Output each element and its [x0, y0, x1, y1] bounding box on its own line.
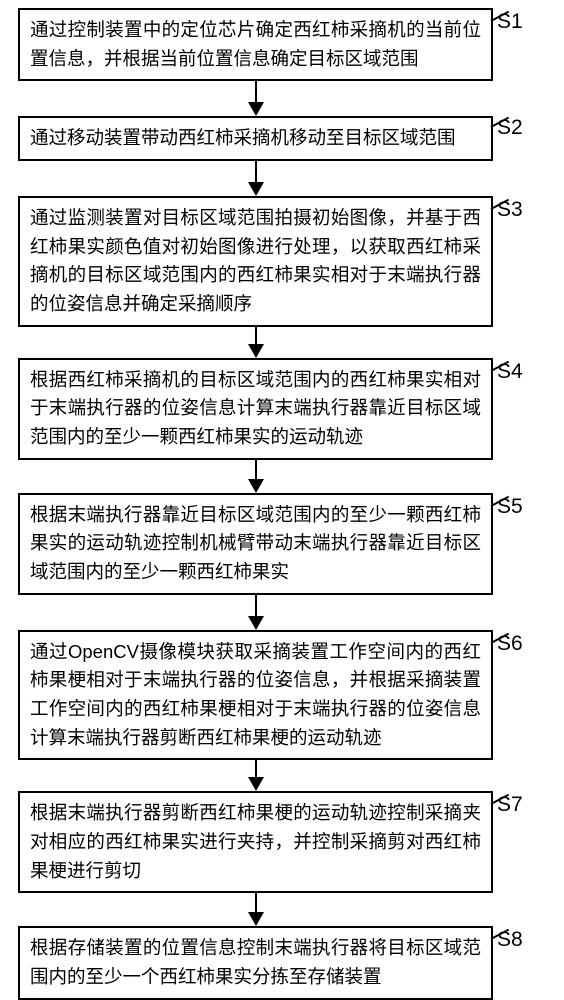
flow-step-label: S7: [497, 793, 523, 817]
flow-arrow: [18, 81, 493, 116]
flow-arrow: [18, 161, 493, 196]
arrow-shaft: [255, 161, 257, 183]
arrow-shaft: [255, 327, 257, 345]
arrow-head-icon: [248, 479, 264, 493]
arrow-shaft: [255, 760, 257, 778]
flow-step-box: 通过监测装置对目标区域范围拍摄初始图像，并基于西红柿果实颜色值对初始图像进行处理…: [18, 196, 493, 327]
arrow-head-icon: [248, 344, 264, 358]
flow-step: 根据存储装置的位置信息控制末端执行器将目标区域范围内的至少一个西红柿果实分拣至存…: [18, 926, 546, 999]
flow-arrow: [18, 327, 493, 358]
flow-step-label: S5: [497, 495, 523, 519]
flow-step-box: 通过OpenCV摄像模块获取采摘装置工作空间内的西红柿果梗相对于末端执行器的位姿…: [18, 630, 493, 761]
flow-step: 通过监测装置对目标区域范围拍摄初始图像，并基于西红柿果实颜色值对初始图像进行处理…: [18, 196, 546, 327]
flow-step-label: S1: [497, 10, 523, 34]
flow-step: 根据末端执行器靠近目标区域范围内的至少一颗西红柿果实的运动轨迹控制机械臂带动末端…: [18, 493, 546, 595]
flow-step-box: 根据存储装置的位置信息控制末端执行器将目标区域范围内的至少一个西红柿果实分拣至存…: [18, 926, 493, 999]
arrow-head-icon: [248, 102, 264, 116]
arrow-head-icon: [248, 912, 264, 926]
flow-arrow: [18, 893, 493, 926]
arrow-shaft: [255, 81, 257, 103]
flow-step-label: S6: [497, 632, 523, 656]
flow-step-label: S2: [497, 116, 523, 140]
flow-step: 根据西红柿采摘机的目标区域范围内的西红柿果实相对于末端执行器的位姿信息计算末端执…: [18, 358, 546, 460]
flow-step-box: 根据末端执行器剪断西红柿果梗的运动轨迹控制采摘夹对相应的西红柿果实进行夹持，并控…: [18, 791, 493, 893]
flow-step: 通过OpenCV摄像模块获取采摘装置工作空间内的西红柿果梗相对于末端执行器的位姿…: [18, 630, 546, 761]
arrow-shaft: [255, 460, 257, 480]
flow-step-box: 根据西红柿采摘机的目标区域范围内的西红柿果实相对于末端执行器的位姿信息计算末端执…: [18, 358, 493, 460]
flow-step-label: S8: [497, 928, 523, 952]
flow-arrow: [18, 760, 493, 791]
flow-step-label: S3: [497, 198, 523, 222]
flow-step-box: 通过控制装置中的定位芯片确定西红柿采摘机的当前位置信息，并根据当前位置信息确定目…: [18, 8, 493, 81]
arrow-shaft: [255, 893, 257, 913]
flow-step: 通过控制装置中的定位芯片确定西红柿采摘机的当前位置信息，并根据当前位置信息确定目…: [18, 8, 546, 81]
arrow-head-icon: [248, 777, 264, 791]
flow-step-box: 根据末端执行器靠近目标区域范围内的至少一颗西红柿果实的运动轨迹控制机械臂带动末端…: [18, 493, 493, 595]
flowchart-container: 通过控制装置中的定位芯片确定西红柿采摘机的当前位置信息，并根据当前位置信息确定目…: [18, 8, 546, 1000]
flow-arrow: [18, 460, 493, 493]
flow-step: 根据末端执行器剪断西红柿果梗的运动轨迹控制采摘夹对相应的西红柿果实进行夹持，并控…: [18, 791, 546, 893]
arrow-shaft: [255, 595, 257, 617]
arrow-head-icon: [248, 616, 264, 630]
flow-step-label: S4: [497, 360, 523, 384]
flow-step: 通过移动装置带动西红柿采摘机移动至目标区域范围S2: [18, 116, 546, 161]
arrow-head-icon: [248, 182, 264, 196]
flow-arrow: [18, 595, 493, 630]
flow-step-box: 通过移动装置带动西红柿采摘机移动至目标区域范围: [18, 116, 493, 161]
